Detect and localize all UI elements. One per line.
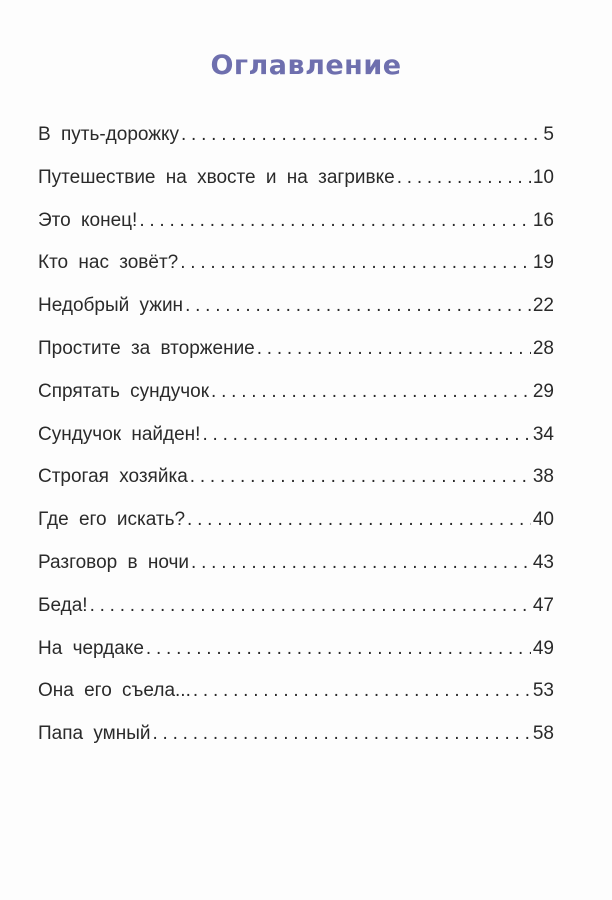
toc-entry-page: 28 <box>532 337 554 359</box>
toc-entry-title: Где его искать? <box>38 509 186 531</box>
toc-entry: Строгая хозяйка 38 <box>38 466 554 509</box>
dot-leader <box>257 338 531 360</box>
toc-entry: Кто нас зовёт? 19 <box>38 252 554 295</box>
toc-entry-title: Недобрый ужин <box>38 295 184 317</box>
toc-entry: Путешествие на хвосте и на загривке 10 <box>38 167 554 210</box>
table-of-contents: В путь-дорожку 5 Путешествие на хвосте и н… <box>38 124 554 766</box>
toc-entry: Недобрый ужин 22 <box>38 295 554 338</box>
dot-leader <box>181 124 541 146</box>
dot-leader <box>190 466 531 488</box>
dot-leader <box>146 638 531 660</box>
toc-entry-page: 49 <box>532 637 554 659</box>
toc-entry-page: 47 <box>532 594 554 616</box>
toc-entry-title: Простите за вторжение <box>38 337 255 359</box>
toc-entry-title: Беда! <box>38 594 88 616</box>
toc-entry-title: Сундучок найден! <box>38 423 201 445</box>
dot-leader <box>202 424 530 446</box>
toc-entry-page: 58 <box>532 723 554 745</box>
dot-leader <box>191 552 531 574</box>
toc-entry: Где его искать? 40 <box>38 509 554 552</box>
toc-entry-page: 10 <box>532 166 554 188</box>
toc-entry-page: 40 <box>532 509 554 531</box>
toc-entry: Папа умный 58 <box>38 723 554 766</box>
toc-entry-title: Это конец! <box>38 209 138 231</box>
toc-entry-title: Разговор в ночи <box>38 551 190 573</box>
toc-entry-page: 34 <box>532 423 554 445</box>
dot-leader <box>180 252 531 274</box>
toc-entry: Спрятать сундучок 29 <box>38 381 554 424</box>
toc-entry: Сундучок найден! 34 <box>38 424 554 467</box>
toc-entry-page: 53 <box>532 680 554 702</box>
page-title: Оглавление <box>210 50 402 81</box>
toc-entry-page: 5 <box>543 124 554 145</box>
toc-entry-title: Спрятать сундучок <box>38 380 210 402</box>
dot-leader <box>187 509 531 531</box>
toc-entry-page: 43 <box>532 551 554 573</box>
toc-entry-title: На чердаке <box>38 637 144 659</box>
toc-entry-page: 38 <box>532 466 554 488</box>
dot-leader <box>397 167 531 189</box>
toc-entry-title: Путешествие на хвосте и на загривке <box>38 166 395 188</box>
toc-entry: Она его съела... 53 <box>38 680 554 723</box>
toc-entry: На чердаке 49 <box>38 638 554 681</box>
dot-leader <box>193 680 531 702</box>
dot-leader <box>185 295 531 317</box>
toc-entry: Это конец! 16 <box>38 210 554 253</box>
dot-leader <box>152 723 530 745</box>
dot-leader <box>211 381 531 403</box>
toc-entry-title: Кто нас зовёт? <box>38 252 179 274</box>
toc-entry-page: 19 <box>532 252 554 274</box>
toc-entry-title: В путь-дорожку <box>38 124 179 145</box>
toc-entry-page: 29 <box>532 380 554 402</box>
toc-entry-title: Строгая хозяйка <box>38 466 188 488</box>
toc-entry-page: 22 <box>532 295 554 317</box>
toc-entry: Разговор в ночи 43 <box>38 552 554 595</box>
toc-entry: Простите за вторжение 28 <box>38 338 554 381</box>
toc-entry-page: 16 <box>532 209 554 231</box>
dot-leader <box>139 210 531 232</box>
toc-entry: Беда! 47 <box>38 595 554 638</box>
toc-entry: В путь-дорожку 5 <box>38 124 554 167</box>
dot-leader <box>90 595 531 617</box>
toc-entry-title: Папа умный <box>38 723 151 745</box>
toc-entry-title: Она его съела... <box>38 680 191 702</box>
